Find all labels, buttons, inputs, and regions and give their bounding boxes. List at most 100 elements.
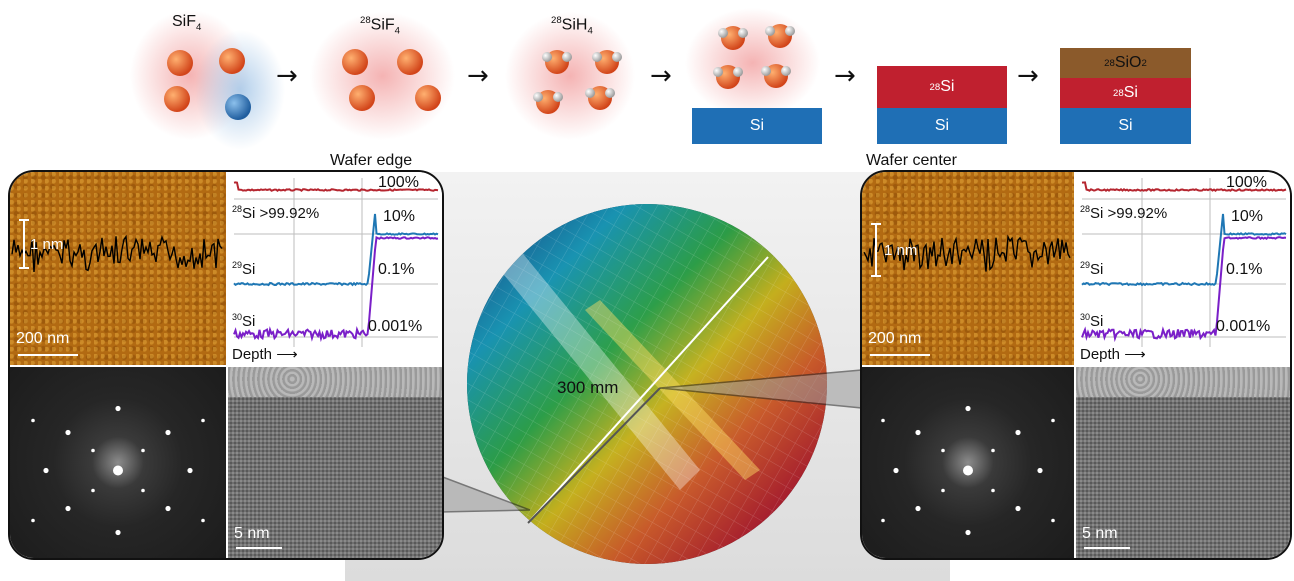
sims-label-28si: 28Si >99.92% [232, 204, 320, 222]
sims-label-30si: 30Si [232, 312, 256, 330]
afm-image: 1 nm 200 nm [10, 172, 226, 365]
fft-center-spot [963, 465, 973, 476]
fft-spot [991, 448, 995, 453]
fft-spot [65, 505, 71, 512]
fft-spots [31, 405, 205, 536]
label-28sif4: 28SiF4 [360, 15, 401, 37]
sims-trace-30si [233, 236, 439, 343]
tem-scale-label: 5 nm [1082, 525, 1118, 542]
fft-image [10, 367, 226, 558]
fft-spot [915, 429, 921, 436]
fft-spot [43, 467, 49, 474]
wafer-diameter-label: 300 mm [557, 378, 619, 397]
sims-plot: 100% 28Si >99.92% 10% 29Si 0.1% 30Si 0.0… [1076, 172, 1290, 365]
sims-tick-0.001: 0.001% [368, 318, 423, 335]
stack3-oxide-label: 28 SiO 2 [1104, 54, 1147, 71]
stack3-si [1060, 108, 1191, 144]
sims-trace-28si [233, 181, 439, 192]
tem-image: 5 nm [228, 367, 442, 558]
fft-spot [91, 488, 95, 493]
afm-scale-bar [870, 354, 930, 356]
fft-spot [65, 429, 71, 436]
fft-spot [165, 429, 171, 436]
flow-diagram [130, 8, 1191, 150]
sims-traces [233, 178, 439, 347]
sims-tick-0.001: 0.001% [1216, 318, 1271, 335]
fft-spots [881, 405, 1055, 536]
sims-trace-29si [1081, 213, 1287, 287]
stack2-28si-label: 28 Si [929, 78, 955, 95]
sims-traces [1081, 178, 1287, 347]
sims-plot: 100% 28Si >99.92% 10% 29Si 0.1% 30Si 0.0… [228, 172, 442, 365]
tem-capping-layer [228, 367, 442, 397]
stack1-si-label: Si [749, 117, 765, 134]
fft-spot [941, 488, 945, 493]
sims-trace-29si [233, 213, 439, 287]
stack3-si-label: Si [1118, 117, 1133, 134]
fft-spot [91, 448, 95, 453]
label-28sih4: 28SiH4 [551, 15, 593, 37]
fft-spot [941, 448, 945, 453]
molecules-sif4 [164, 48, 251, 120]
fft-spot [991, 488, 995, 493]
fft-spot [881, 518, 885, 523]
afm-image: 1 nm 200 nm [862, 172, 1074, 365]
fft-spot [893, 467, 899, 474]
stack2-si-label: Si [934, 117, 950, 134]
sims-tick-100: 100% [1226, 174, 1267, 191]
fft-spot [1037, 467, 1043, 474]
sims-tick-10: 10% [383, 208, 416, 225]
fft-spot [115, 405, 121, 412]
afm-scale-label: 200 nm [868, 330, 922, 347]
arrow-right-icon: → [650, 61, 672, 91]
sims-label-30si: 30Si [1080, 312, 1104, 330]
tem-scale-label: 5 nm [234, 525, 270, 542]
fft-spot [165, 505, 171, 512]
molecules-deposition [713, 24, 795, 89]
fft-image [862, 367, 1074, 558]
tem-image: 5 nm [1076, 367, 1290, 558]
molecules-28sih4 [533, 50, 622, 114]
fft-spot [201, 518, 205, 523]
sims-tick-0.1: 0.1% [1226, 261, 1263, 278]
arrow-right-icon: → [467, 61, 489, 91]
fft-spot [31, 418, 35, 423]
sims-trace-30si [1081, 236, 1287, 343]
arrow-right-icon: → [834, 61, 856, 91]
wafer-diameter-line [527, 256, 769, 524]
sims-tick-100: 100% [378, 174, 419, 191]
stack2-si [877, 108, 1007, 144]
tem-scale-bar [1084, 547, 1130, 549]
fft-spot [141, 488, 145, 493]
stack3-28si-label: 28 Si [1113, 84, 1138, 101]
fft-spot [141, 448, 145, 453]
panel-wafer-edge: 1 nm 200 nm 100% 28Si >99.92% 10% 29Si 0… [8, 170, 444, 560]
afm-profile [863, 223, 1071, 277]
afm-height-label: 1 nm [30, 236, 64, 253]
fft-spot [915, 505, 921, 512]
afm-scale-label: 200 nm [16, 330, 70, 347]
sims-tick-0.1: 0.1% [378, 261, 415, 278]
fft-spot [1015, 429, 1021, 436]
fft-spot [1051, 518, 1055, 523]
panel-wafer-center: 1 nm 200 nm 100% 28Si >99.92% 10% 29Si 0… [860, 170, 1292, 560]
tem-scale-bar [236, 547, 282, 549]
fft-spot [187, 467, 193, 474]
arrow-right-icon: → [1017, 61, 1039, 91]
fft-spot [201, 418, 205, 423]
afm-height-label: 1 nm [884, 242, 918, 259]
stack3-oxide [1060, 48, 1191, 78]
panel-title-edge: Wafer edge [330, 152, 413, 169]
tem-capping-layer [1076, 367, 1290, 397]
fft-center-spot [113, 465, 123, 476]
sims-depth-label: Depth ⟶ [1080, 346, 1146, 363]
sims-label-29si: 29Si [232, 260, 256, 278]
arrow-right-icon: ⟶ [1120, 346, 1146, 363]
arrow-right-icon: → [276, 61, 298, 91]
sims-label-28si: 28Si >99.92% [1080, 204, 1168, 222]
label-sif4: SiF4 [172, 13, 202, 34]
panel-title-center: Wafer center [866, 152, 957, 169]
sims-trace-28si [1081, 181, 1287, 192]
fft-spot [31, 518, 35, 523]
